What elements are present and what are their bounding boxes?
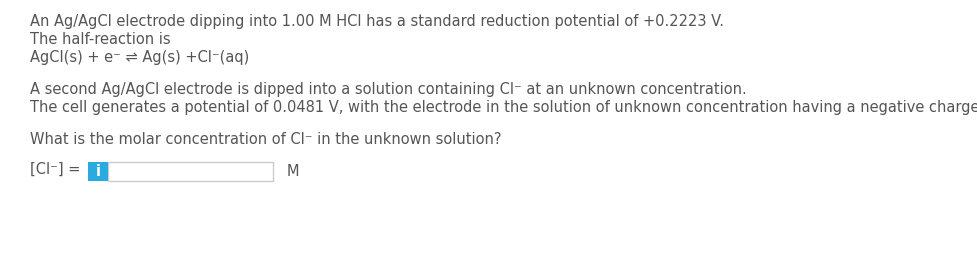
Text: A second Ag/AgCl electrode is dipped into a solution containing Cl⁻ at an unknow: A second Ag/AgCl electrode is dipped int…	[30, 82, 746, 97]
Text: i: i	[96, 164, 101, 179]
Text: The half-reaction is: The half-reaction is	[30, 32, 170, 47]
Text: AgCl(s) + e⁻ ⇌ Ag(s) +Cl⁻(aq): AgCl(s) + e⁻ ⇌ Ag(s) +Cl⁻(aq)	[30, 50, 249, 65]
Text: An Ag/AgCl electrode dipping into 1.00 M HCl has a standard reduction potential : An Ag/AgCl electrode dipping into 1.00 M…	[30, 14, 723, 29]
Text: M: M	[286, 164, 299, 179]
Text: The cell generates a potential of 0.0481 V, with the electrode in the solution o: The cell generates a potential of 0.0481…	[30, 100, 977, 115]
Text: What is the molar concentration of Cl⁻ in the unknown solution?: What is the molar concentration of Cl⁻ i…	[30, 132, 501, 147]
Text: [Cl⁻] =: [Cl⁻] =	[30, 162, 80, 177]
FancyBboxPatch shape	[88, 162, 107, 181]
FancyBboxPatch shape	[107, 162, 273, 181]
